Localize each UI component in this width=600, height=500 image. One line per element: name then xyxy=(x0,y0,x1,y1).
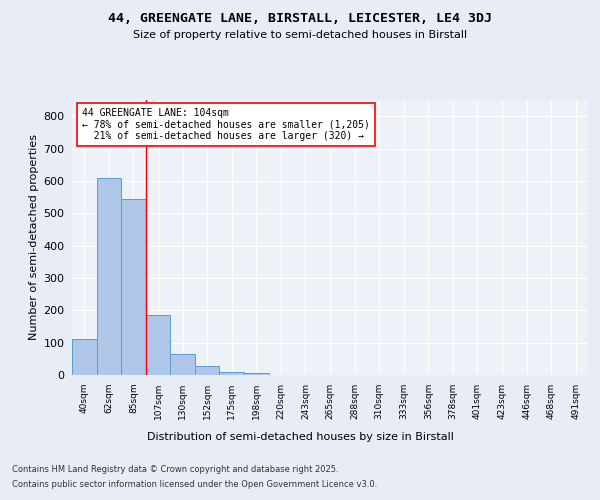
Bar xyxy=(72,340,97,375)
Text: Contains public sector information licensed under the Open Government Licence v3: Contains public sector information licen… xyxy=(12,480,377,489)
Bar xyxy=(121,198,146,375)
Text: 44 GREENGATE LANE: 104sqm
← 78% of semi-detached houses are smaller (1,205)
  21: 44 GREENGATE LANE: 104sqm ← 78% of semi-… xyxy=(82,108,370,142)
Bar xyxy=(195,366,220,375)
Text: 44, GREENGATE LANE, BIRSTALL, LEICESTER, LE4 3DJ: 44, GREENGATE LANE, BIRSTALL, LEICESTER,… xyxy=(108,12,492,26)
Bar xyxy=(244,374,269,375)
Bar xyxy=(170,354,195,375)
Y-axis label: Number of semi-detached properties: Number of semi-detached properties xyxy=(29,134,39,340)
Bar xyxy=(97,178,121,375)
Bar xyxy=(220,372,244,375)
Bar xyxy=(146,315,170,375)
Text: Contains HM Land Registry data © Crown copyright and database right 2025.: Contains HM Land Registry data © Crown c… xyxy=(12,465,338,474)
Text: Size of property relative to semi-detached houses in Birstall: Size of property relative to semi-detach… xyxy=(133,30,467,40)
Text: Distribution of semi-detached houses by size in Birstall: Distribution of semi-detached houses by … xyxy=(146,432,454,442)
